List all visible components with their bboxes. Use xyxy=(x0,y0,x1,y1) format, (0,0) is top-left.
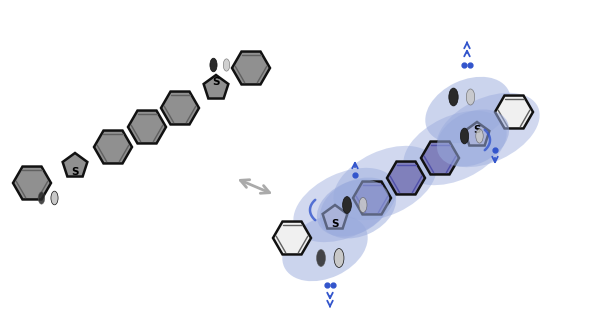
Ellipse shape xyxy=(51,191,58,205)
Ellipse shape xyxy=(320,178,396,239)
Ellipse shape xyxy=(359,197,367,213)
Ellipse shape xyxy=(317,180,389,237)
Polygon shape xyxy=(273,221,311,254)
Polygon shape xyxy=(465,122,489,145)
Ellipse shape xyxy=(317,249,326,266)
Polygon shape xyxy=(13,166,51,199)
Text: S: S xyxy=(71,167,79,177)
Ellipse shape xyxy=(425,77,510,143)
Polygon shape xyxy=(353,182,391,215)
Text: S: S xyxy=(213,77,220,87)
Polygon shape xyxy=(232,52,270,85)
Ellipse shape xyxy=(334,146,436,220)
Ellipse shape xyxy=(449,88,458,106)
Ellipse shape xyxy=(436,93,539,167)
Polygon shape xyxy=(387,162,425,194)
Polygon shape xyxy=(161,91,199,124)
Ellipse shape xyxy=(403,111,507,185)
Ellipse shape xyxy=(334,248,344,267)
Polygon shape xyxy=(421,141,459,174)
Ellipse shape xyxy=(437,110,509,166)
Polygon shape xyxy=(128,111,166,143)
Ellipse shape xyxy=(282,215,368,281)
Ellipse shape xyxy=(223,59,230,71)
Text: S: S xyxy=(473,125,481,135)
Text: S: S xyxy=(331,219,339,229)
Ellipse shape xyxy=(210,58,217,72)
Polygon shape xyxy=(203,75,228,98)
Polygon shape xyxy=(94,131,132,164)
Ellipse shape xyxy=(343,197,352,214)
Polygon shape xyxy=(323,205,347,229)
Ellipse shape xyxy=(476,129,483,143)
Ellipse shape xyxy=(293,168,397,242)
Ellipse shape xyxy=(467,89,475,105)
Polygon shape xyxy=(63,153,87,177)
Ellipse shape xyxy=(461,128,468,144)
Ellipse shape xyxy=(39,192,45,204)
Polygon shape xyxy=(495,95,533,128)
